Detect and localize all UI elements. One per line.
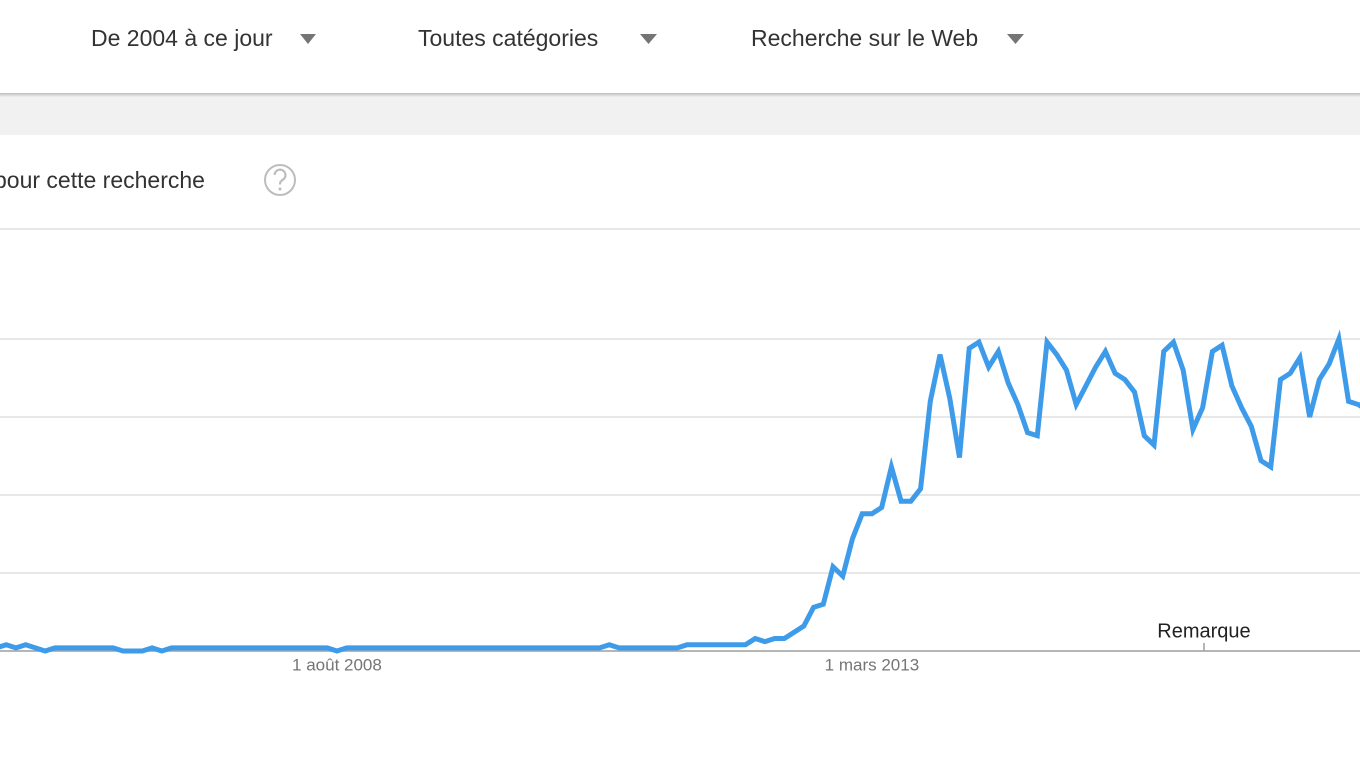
series-line <box>0 329 1360 654</box>
header-shadow <box>0 93 1360 97</box>
filter-label[interactable]: De 2004 à ce jour <box>91 25 273 51</box>
filter-label[interactable]: Toutes catégories <box>418 25 598 51</box>
filter[interactable]: De 2004 à ce jour <box>91 25 316 51</box>
help-dot[interactable] <box>278 187 282 191</box>
plot: 1 août 2008 1 mars 2013 Remarque <box>0 329 1360 674</box>
filter[interactable]: Recherche sur le Web <box>751 25 1024 51</box>
x-tick-label: 1 août 2008 <box>292 655 382 674</box>
help-mark[interactable] <box>273 168 287 185</box>
filter-label[interactable]: Recherche sur le Web <box>751 25 978 51</box>
annotation: Remarque <box>1157 620 1250 642</box>
filter[interactable]: Toutes catégories <box>418 25 657 51</box>
help-circle[interactable] <box>264 164 296 196</box>
dropdown-arrow[interactable] <box>640 34 657 44</box>
x-tick-label: 1 mars 2013 <box>825 655 920 674</box>
dropdown-arrow[interactable] <box>300 34 316 44</box>
header <box>0 0 1360 93</box>
help-icon[interactable] <box>264 164 296 196</box>
section-title: pour cette recherche <box>0 167 205 193</box>
dropdown-arrow[interactable] <box>1007 34 1024 44</box>
band <box>0 93 1360 135</box>
